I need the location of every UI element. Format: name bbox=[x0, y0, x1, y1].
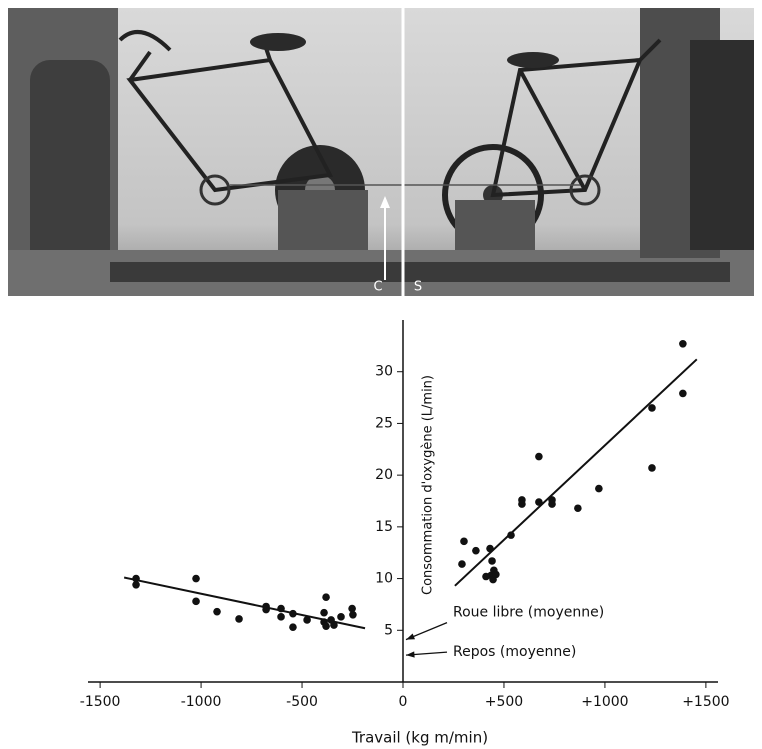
point bbox=[337, 613, 345, 621]
y-axis-label: Consommation d'oxygène (L/min) bbox=[421, 375, 436, 595]
x-tick-label: -500 bbox=[286, 694, 318, 710]
point bbox=[349, 610, 357, 619]
point bbox=[320, 608, 328, 617]
point bbox=[277, 604, 285, 613]
y-tick-label: 30 bbox=[375, 364, 393, 380]
y-tick-label: 5 bbox=[384, 622, 393, 638]
y-tick-label: 20 bbox=[375, 467, 393, 483]
annotation-arrowhead bbox=[406, 633, 415, 640]
photo-label: S bbox=[414, 280, 422, 295]
point bbox=[327, 616, 335, 624]
annotation-text: Roue libre (moyenne) bbox=[453, 605, 604, 621]
point bbox=[262, 605, 270, 614]
point bbox=[648, 404, 656, 412]
y-tick-label: 15 bbox=[375, 519, 393, 535]
fit-line bbox=[454, 358, 698, 587]
photo: C S bbox=[8, 8, 754, 296]
point bbox=[235, 615, 243, 623]
point bbox=[486, 544, 494, 553]
point bbox=[322, 622, 330, 630]
point bbox=[458, 560, 466, 568]
y-tick-label: 25 bbox=[375, 415, 393, 431]
point bbox=[648, 464, 656, 472]
x-axis-label: Travail (kg m/min) bbox=[351, 729, 488, 747]
photo-label: C bbox=[373, 280, 382, 295]
point bbox=[277, 613, 285, 621]
annotation-arrowhead bbox=[406, 651, 415, 658]
point bbox=[518, 500, 526, 508]
point bbox=[507, 531, 515, 539]
point bbox=[289, 623, 297, 631]
point bbox=[213, 607, 221, 616]
point bbox=[482, 572, 490, 581]
point bbox=[679, 339, 687, 348]
annotation-text: Repos (moyenne) bbox=[453, 644, 576, 660]
point bbox=[322, 593, 330, 601]
point bbox=[492, 570, 500, 579]
point bbox=[535, 498, 543, 506]
point bbox=[679, 389, 687, 398]
point bbox=[132, 574, 140, 583]
point bbox=[132, 580, 140, 589]
point bbox=[488, 557, 496, 565]
point bbox=[535, 452, 543, 461]
y-tick-label: 10 bbox=[375, 571, 393, 587]
x-tick-label: +1500 bbox=[682, 694, 729, 710]
point bbox=[574, 504, 582, 513]
point bbox=[192, 574, 200, 583]
point bbox=[348, 604, 356, 613]
point bbox=[289, 609, 297, 618]
x-tick-label: -1000 bbox=[181, 694, 222, 710]
point bbox=[460, 537, 468, 546]
point bbox=[303, 616, 311, 624]
x-tick-label: -1500 bbox=[80, 694, 121, 710]
point bbox=[595, 484, 603, 493]
point bbox=[192, 597, 200, 606]
x-tick-label: +1000 bbox=[581, 694, 628, 710]
point bbox=[472, 546, 480, 555]
x-tick-label: 0 bbox=[399, 694, 408, 710]
point bbox=[548, 500, 556, 508]
x-tick-label: +500 bbox=[485, 694, 523, 710]
